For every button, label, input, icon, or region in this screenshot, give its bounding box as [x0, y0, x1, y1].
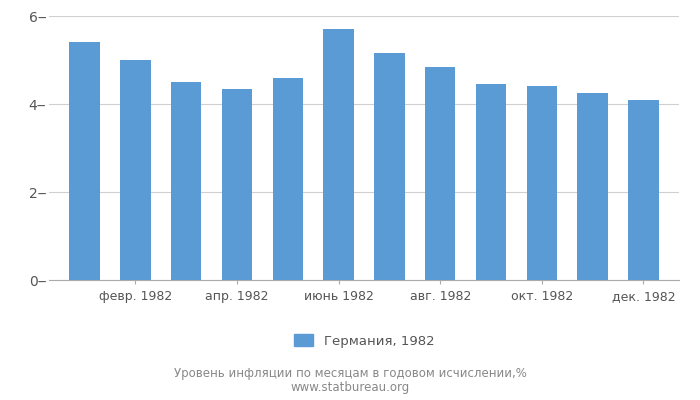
Bar — [374, 53, 405, 280]
Bar — [272, 78, 303, 280]
Bar — [222, 89, 252, 280]
Bar — [171, 82, 202, 280]
Bar — [526, 86, 557, 280]
Bar — [425, 67, 456, 280]
Bar — [578, 93, 608, 280]
Bar — [476, 84, 506, 280]
Bar — [69, 42, 100, 280]
Text: Уровень инфляции по месяцам в годовом исчислении,%: Уровень инфляции по месяцам в годовом ис… — [174, 368, 526, 380]
Bar — [323, 29, 354, 280]
Text: www.statbureau.org: www.statbureau.org — [290, 382, 410, 394]
Bar — [628, 100, 659, 280]
Legend: Германия, 1982: Германия, 1982 — [288, 329, 440, 353]
Bar — [120, 60, 150, 280]
